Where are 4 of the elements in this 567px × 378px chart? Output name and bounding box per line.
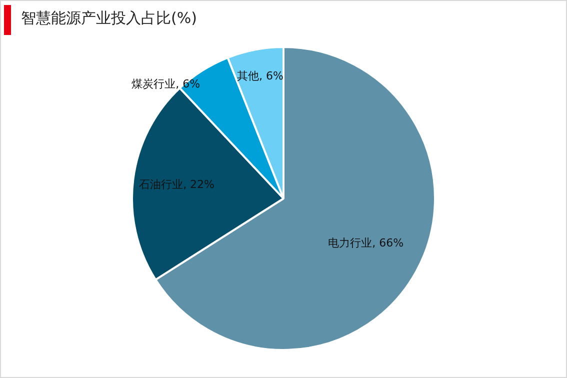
slice-label: 煤炭行业, 6%: [132, 78, 200, 91]
slice-label: 电力行业, 66%: [328, 236, 404, 250]
slice-label: 石油行业, 22%: [139, 178, 215, 191]
chart-title: 智慧能源产业投入占比(%): [21, 9, 197, 28]
